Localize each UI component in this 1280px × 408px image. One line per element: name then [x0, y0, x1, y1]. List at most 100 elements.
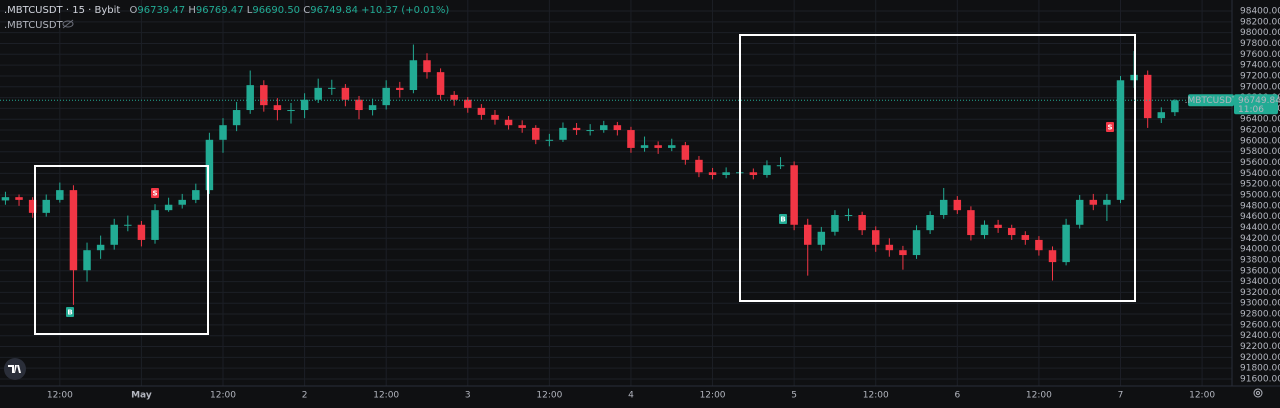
y-tick-label: 92600.00 [1240, 320, 1280, 330]
candle-body [545, 139, 554, 141]
candle-body [409, 60, 418, 91]
candle-body [124, 224, 132, 226]
y-tick-label: 91800.00 [1240, 364, 1280, 374]
candle-body [1089, 199, 1098, 205]
x-tick-label: 6 [954, 391, 960, 401]
candle-body [491, 114, 499, 120]
y-tick-label: 94600.00 [1240, 212, 1280, 222]
y-tick-label: 93000.00 [1240, 299, 1280, 309]
x-tick-label: 12:00 [1026, 391, 1052, 401]
candle-body [1103, 199, 1111, 205]
x-tick-label: 7 [1118, 391, 1124, 401]
candle-body [300, 99, 309, 111]
candle-body [858, 215, 866, 231]
candle-body [926, 215, 934, 231]
interval: 15 [72, 5, 85, 16]
candle-body [572, 127, 581, 131]
settings-icon[interactable] [1253, 388, 1263, 398]
x-tick-label: 12:00 [1189, 391, 1215, 401]
y-tick-label: 96400.00 [1240, 115, 1280, 125]
y-tick-label: 92400.00 [1240, 331, 1280, 341]
hide-icon[interactable] [62, 19, 74, 29]
y-tick-label: 94200.00 [1240, 234, 1280, 244]
candle-body [1171, 100, 1179, 113]
candle-body [980, 224, 989, 236]
candle-body [817, 231, 826, 245]
indicator-symbol[interactable]: .MBTCUSDT [4, 20, 64, 31]
candle-body [586, 130, 594, 132]
drawing-rectangle[interactable] [34, 165, 209, 335]
separator: · [88, 5, 91, 16]
x-tick-label: 4 [628, 391, 634, 401]
candle-body [355, 99, 363, 111]
y-tick-label: 96200.00 [1240, 126, 1280, 136]
gear [1253, 388, 1263, 398]
candle-body [681, 145, 690, 160]
candle-body [1157, 112, 1166, 119]
marker-label: B [780, 216, 785, 224]
marker: B [779, 214, 787, 224]
drawing-rectangle[interactable] [739, 34, 1136, 302]
candle-body [708, 172, 717, 175]
y-tick-label: 94000.00 [1240, 245, 1280, 255]
candle-body [1007, 228, 1016, 236]
x-tick-label: 3 [465, 391, 471, 401]
candle-body [803, 224, 812, 245]
x-tick-label: 12:00 [373, 391, 399, 401]
candle-body [110, 224, 118, 245]
candles [1, 44, 1179, 305]
candle-body [939, 199, 948, 216]
candle-body [396, 87, 404, 91]
candle-body [831, 215, 839, 232]
slash [62, 19, 74, 29]
candle-body [464, 99, 472, 108]
y-tick-label: 93400.00 [1240, 277, 1280, 287]
candle-body [776, 165, 785, 167]
candle-body [42, 199, 50, 213]
candle-body [56, 190, 64, 200]
candle-body [790, 165, 798, 225]
candle-body [164, 204, 173, 211]
candle-body [368, 105, 377, 111]
candle-body [695, 159, 703, 173]
candle-body [205, 139, 214, 191]
symbol-tag: .MBTCUSDT [1185, 96, 1238, 106]
candle-body [1035, 239, 1043, 251]
marker-box [1106, 122, 1114, 132]
candle-body [518, 125, 526, 128]
candle-body [600, 125, 608, 131]
y-tick-label: 95000.00 [1240, 191, 1280, 201]
y-tick-label: 93600.00 [1240, 266, 1280, 276]
candle-body [192, 190, 200, 200]
y-tick-label: 97400.00 [1240, 61, 1280, 71]
x-tick-label: 2 [302, 391, 308, 401]
candle-body [1021, 235, 1030, 240]
y-tick-label: 94800.00 [1240, 201, 1280, 211]
candle-body [341, 87, 350, 100]
candle-body [151, 210, 159, 240]
candle-body [1062, 224, 1070, 263]
y-tick-label: 96000.00 [1240, 136, 1280, 146]
last-price-label: 96749.84 [1238, 96, 1280, 106]
candle-body [450, 94, 458, 100]
candle-body [885, 244, 894, 251]
candle-body [1143, 74, 1152, 119]
marker-label: S [1107, 124, 1112, 132]
last-price-box [1234, 94, 1278, 115]
candle-body [15, 197, 23, 200]
candle-body [287, 110, 295, 112]
candle-body [627, 130, 635, 148]
legend-change: +10.37 (+0.01%) [361, 5, 449, 16]
candle-body [1075, 199, 1084, 225]
y-tick-label: 95800.00 [1240, 147, 1280, 157]
y-tick-label: 97600.00 [1240, 50, 1280, 60]
legend-value: 96739.47 [137, 5, 185, 16]
candle-body [504, 119, 513, 126]
y-tick-label: 92000.00 [1240, 353, 1280, 363]
marker: S [1106, 122, 1114, 132]
candle-body [912, 230, 921, 256]
x-tick-label: 12:00 [536, 391, 562, 401]
tv-logo[interactable] [4, 358, 26, 380]
candle-body [260, 85, 268, 106]
